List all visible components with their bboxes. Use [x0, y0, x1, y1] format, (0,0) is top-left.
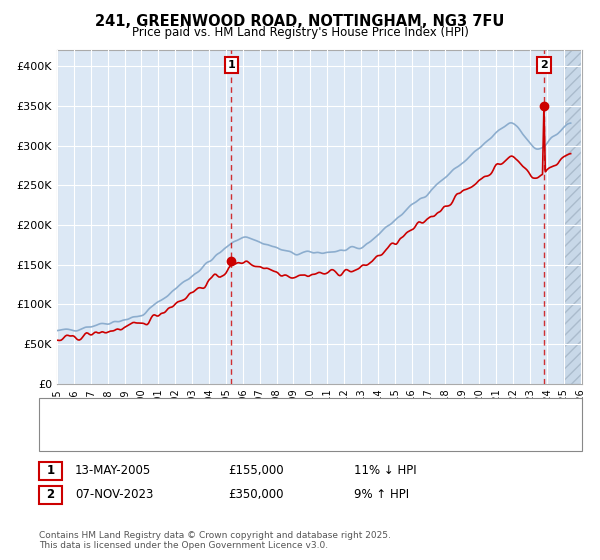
Text: 2: 2 [540, 60, 548, 70]
Text: Contains HM Land Registry data © Crown copyright and database right 2025.
This d: Contains HM Land Registry data © Crown c… [39, 531, 391, 550]
Text: 9% ↑ HPI: 9% ↑ HPI [354, 488, 409, 501]
Bar [563, 50, 582, 384]
Text: 13-MAY-2005: 13-MAY-2005 [75, 464, 151, 478]
Text: £350,000: £350,000 [228, 488, 284, 501]
Text: 11% ↓ HPI: 11% ↓ HPI [354, 464, 416, 478]
Text: —: — [45, 405, 61, 420]
Text: 07-NOV-2023: 07-NOV-2023 [75, 488, 154, 501]
Text: Price paid vs. HM Land Registry's House Price Index (HPI): Price paid vs. HM Land Registry's House … [131, 26, 469, 39]
Text: HPI: Average price, detached house, City of Nottingham: HPI: Average price, detached house, City… [66, 431, 358, 441]
Text: 241, GREENWOOD ROAD, NOTTINGHAM, NG3 7FU (detached house): 241, GREENWOOD ROAD, NOTTINGHAM, NG3 7FU… [66, 408, 422, 418]
Text: 2: 2 [46, 488, 55, 501]
Text: 1: 1 [227, 60, 235, 70]
Text: 1: 1 [46, 464, 55, 478]
Text: £155,000: £155,000 [228, 464, 284, 478]
Text: —: — [45, 428, 61, 444]
Text: 241, GREENWOOD ROAD, NOTTINGHAM, NG3 7FU: 241, GREENWOOD ROAD, NOTTINGHAM, NG3 7FU [95, 14, 505, 29]
